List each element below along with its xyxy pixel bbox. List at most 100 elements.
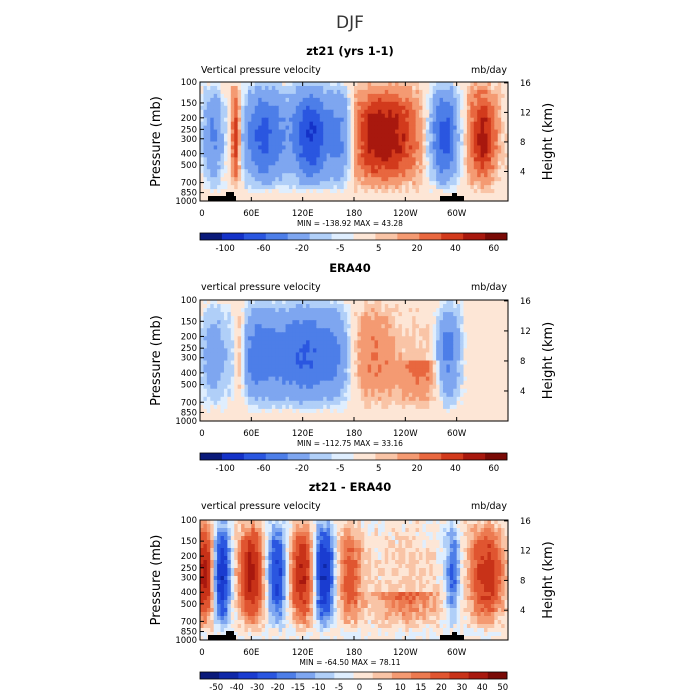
heatmap-cell bbox=[265, 82, 270, 87]
heatmap-cell bbox=[220, 193, 225, 198]
heatmap-cell bbox=[312, 121, 317, 127]
heatmap-cell bbox=[234, 141, 239, 147]
heatmap-cell bbox=[241, 352, 246, 358]
heatmap-cell bbox=[364, 109, 369, 115]
heatmap-cell bbox=[354, 197, 359, 202]
heatmap-cell bbox=[398, 392, 403, 398]
heatmap-cell bbox=[357, 372, 362, 378]
heatmap-cell bbox=[473, 149, 478, 154]
heatmap-cell bbox=[501, 181, 506, 186]
heatmap-cell bbox=[436, 161, 441, 166]
heatmap-cell bbox=[480, 125, 485, 131]
heatmap-cell bbox=[316, 324, 321, 329]
heatmap-cell bbox=[487, 97, 492, 103]
heatmap-cell bbox=[480, 181, 485, 186]
heatmap-cell bbox=[436, 368, 441, 374]
heatmap-cell bbox=[285, 380, 290, 386]
heatmap-cell bbox=[501, 300, 506, 305]
heatmap-cell bbox=[278, 344, 283, 349]
heatmap-cell bbox=[429, 364, 434, 370]
heatmap-cell bbox=[388, 392, 393, 398]
heatmap-cell bbox=[412, 177, 417, 182]
heatmap-cell bbox=[265, 173, 270, 178]
heatmap-cell bbox=[340, 324, 345, 329]
heatmap-cell bbox=[247, 129, 252, 135]
heatmap-cell bbox=[494, 336, 499, 341]
heatmap-cell bbox=[439, 348, 444, 354]
heatmap-cell bbox=[261, 368, 266, 374]
heatmap-cell bbox=[343, 308, 348, 313]
heatmap-cell bbox=[223, 320, 228, 325]
heatmap-cell bbox=[299, 376, 304, 382]
heatmap-cell bbox=[415, 105, 420, 111]
heatmap-cell bbox=[364, 165, 369, 170]
heatmap-cell bbox=[432, 348, 437, 354]
heatmap-cell bbox=[203, 137, 208, 143]
heatmap-cell bbox=[367, 97, 372, 103]
heatmap-cell bbox=[442, 117, 447, 123]
heatmap-cell bbox=[227, 185, 232, 190]
heatmap-cell bbox=[213, 372, 218, 378]
heatmap-cell bbox=[347, 113, 352, 119]
heatmap-cell bbox=[247, 97, 252, 103]
heatmap-cell bbox=[258, 145, 263, 151]
heatmap-cell bbox=[258, 328, 263, 333]
heatmap-cell bbox=[463, 308, 468, 313]
heatmap-cell bbox=[282, 348, 287, 354]
heatmap-cell bbox=[480, 340, 485, 345]
heatmap-cell bbox=[446, 344, 451, 349]
heatmap-cell bbox=[206, 352, 211, 358]
heatmap-cell bbox=[439, 141, 444, 147]
heatmap-cell bbox=[288, 376, 293, 382]
heatmap-cell bbox=[388, 121, 393, 127]
heatmap-cell bbox=[347, 97, 352, 103]
heatmap-cell bbox=[419, 93, 424, 99]
colorbar-swatch bbox=[397, 233, 420, 240]
heatmap-cell bbox=[319, 113, 324, 119]
heatmap-cell bbox=[336, 372, 341, 378]
heatmap-cell bbox=[484, 376, 489, 382]
heatmap-cell bbox=[460, 181, 465, 186]
heatmap-cell bbox=[439, 181, 444, 186]
heatmap-cell bbox=[357, 145, 362, 151]
heatmap-cell bbox=[220, 308, 225, 313]
heatmap-cell bbox=[227, 376, 232, 382]
heatmap-cell bbox=[504, 360, 509, 366]
heatmap-cell bbox=[203, 169, 208, 174]
heatmap-cell bbox=[292, 340, 297, 345]
heatmap-cell bbox=[381, 169, 386, 174]
heatmap-cell bbox=[381, 328, 386, 333]
heatmap-cell bbox=[206, 356, 211, 362]
heatmap-cell bbox=[217, 185, 222, 190]
heatmap-cell bbox=[384, 392, 389, 398]
heatmap-cell bbox=[203, 300, 208, 305]
heatmap-cell bbox=[439, 340, 444, 345]
heatmap-cell bbox=[422, 364, 427, 370]
heatmap-cell bbox=[271, 368, 276, 374]
heatmap-cell bbox=[405, 308, 410, 313]
heatmap-cell bbox=[251, 93, 256, 99]
heatmap-cell bbox=[258, 117, 263, 123]
heatmap-cell bbox=[302, 189, 307, 194]
heatmap-cell bbox=[316, 340, 321, 345]
heatmap-cell bbox=[295, 388, 300, 394]
heatmap-cell bbox=[343, 133, 348, 139]
heatmap-cell bbox=[436, 82, 441, 87]
heatmap-cell bbox=[343, 356, 348, 362]
heatmap-cell bbox=[405, 93, 410, 99]
heatmap-cell bbox=[326, 149, 331, 154]
heatmap-cell bbox=[504, 376, 509, 382]
heatmap-cell bbox=[367, 117, 372, 123]
heatmap-cell bbox=[278, 336, 283, 341]
heatmap-cell bbox=[237, 320, 242, 325]
heatmap-cell bbox=[412, 328, 417, 333]
heatmap-cell bbox=[401, 380, 406, 386]
heatmap-cell bbox=[374, 145, 379, 151]
heatmap-cell bbox=[381, 380, 386, 386]
colorbar-swatch bbox=[441, 233, 464, 240]
heatmap-cell bbox=[258, 169, 263, 174]
heatmap-cell bbox=[453, 368, 458, 374]
heatmap-cell bbox=[453, 101, 458, 107]
heatmap-cell bbox=[470, 300, 475, 305]
